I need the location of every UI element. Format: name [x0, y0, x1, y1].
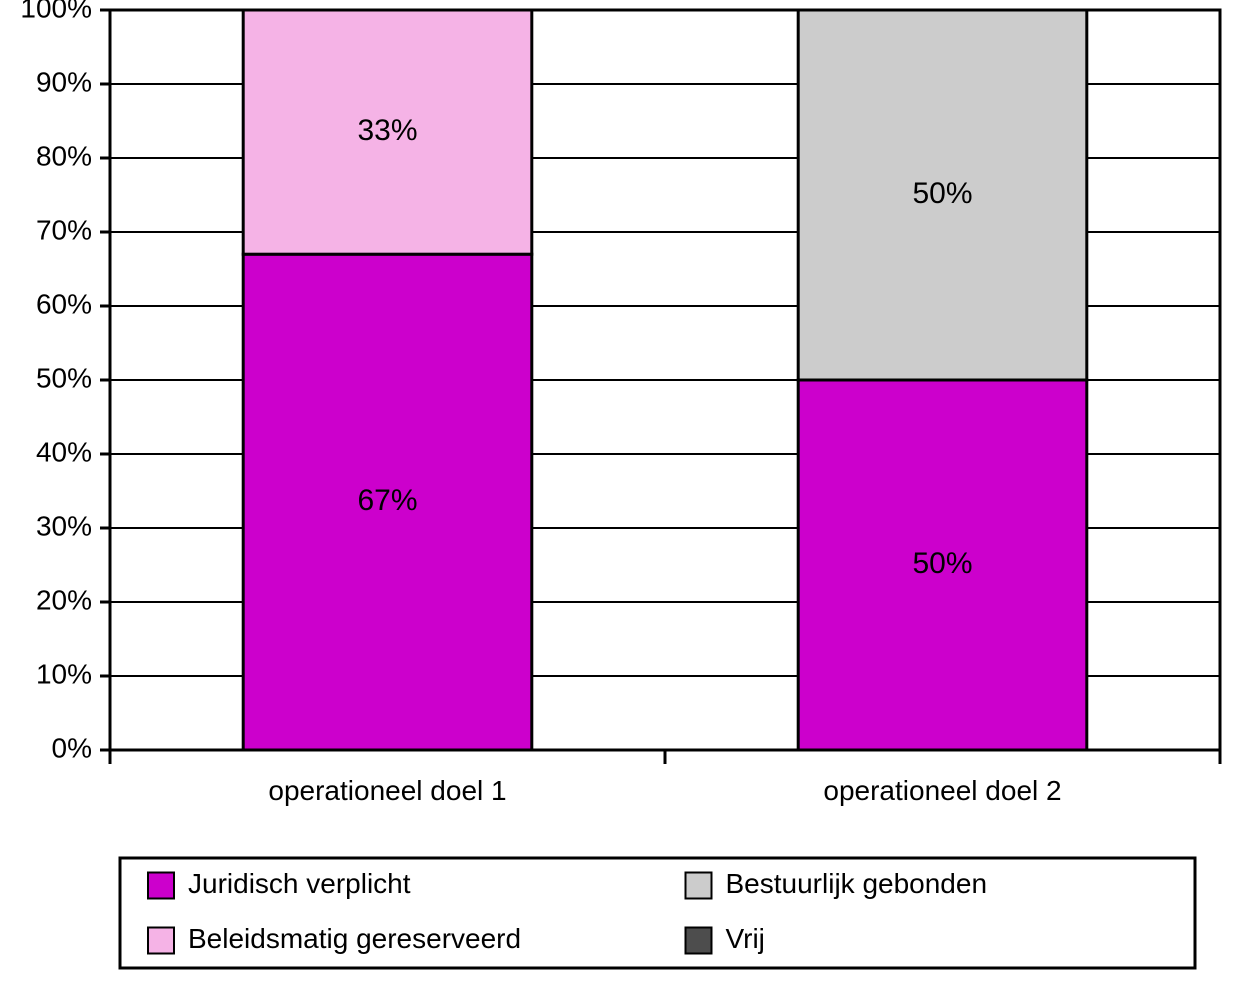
bar-value-label: 33%: [357, 114, 417, 147]
legend: Juridisch verplicht Bestuurlijk gebonden B…: [120, 858, 1195, 968]
y-axis-tick-label: 0%: [52, 732, 92, 763]
y-axis-tick-label: 10%: [36, 658, 92, 689]
y-axis-tick-label: 40%: [36, 436, 92, 467]
y-axis-tick-label: 60%: [36, 288, 92, 319]
legend-swatch: [686, 873, 712, 899]
category-label: operationeel doel 1: [268, 775, 506, 806]
y-axis-tick-label: 90%: [36, 66, 92, 97]
y-axis-tick-label: 80%: [36, 140, 92, 171]
category-label: operationeel doel 2: [823, 775, 1061, 806]
legend-label: Juridisch verplicht: [188, 868, 411, 899]
y-axis-tick-label: 100%: [20, 0, 92, 23]
legend-swatch: [686, 928, 712, 954]
bar-value-label: 50%: [912, 547, 972, 580]
legend-label: Bestuurlijk gebonden: [726, 868, 988, 899]
stacked-bar-chart: 0% 10% 20% 30% 40% 50% 60% 70% 80% 90% 100% 67% 33% o…: [0, 0, 1235, 987]
legend-swatch: [148, 928, 174, 954]
legend-label: Vrij: [726, 923, 765, 954]
bar-value-label: 67%: [357, 484, 417, 517]
y-axis-tick-label: 50%: [36, 362, 92, 393]
y-axis-tick-label: 20%: [36, 584, 92, 615]
legend-label: Beleidsmatig gereserveerd: [188, 923, 521, 954]
y-axis-tick-label: 30%: [36, 510, 92, 541]
y-axis-tick-label: 70%: [36, 214, 92, 245]
bar-value-label: 50%: [912, 177, 972, 210]
legend-swatch: [148, 873, 174, 899]
